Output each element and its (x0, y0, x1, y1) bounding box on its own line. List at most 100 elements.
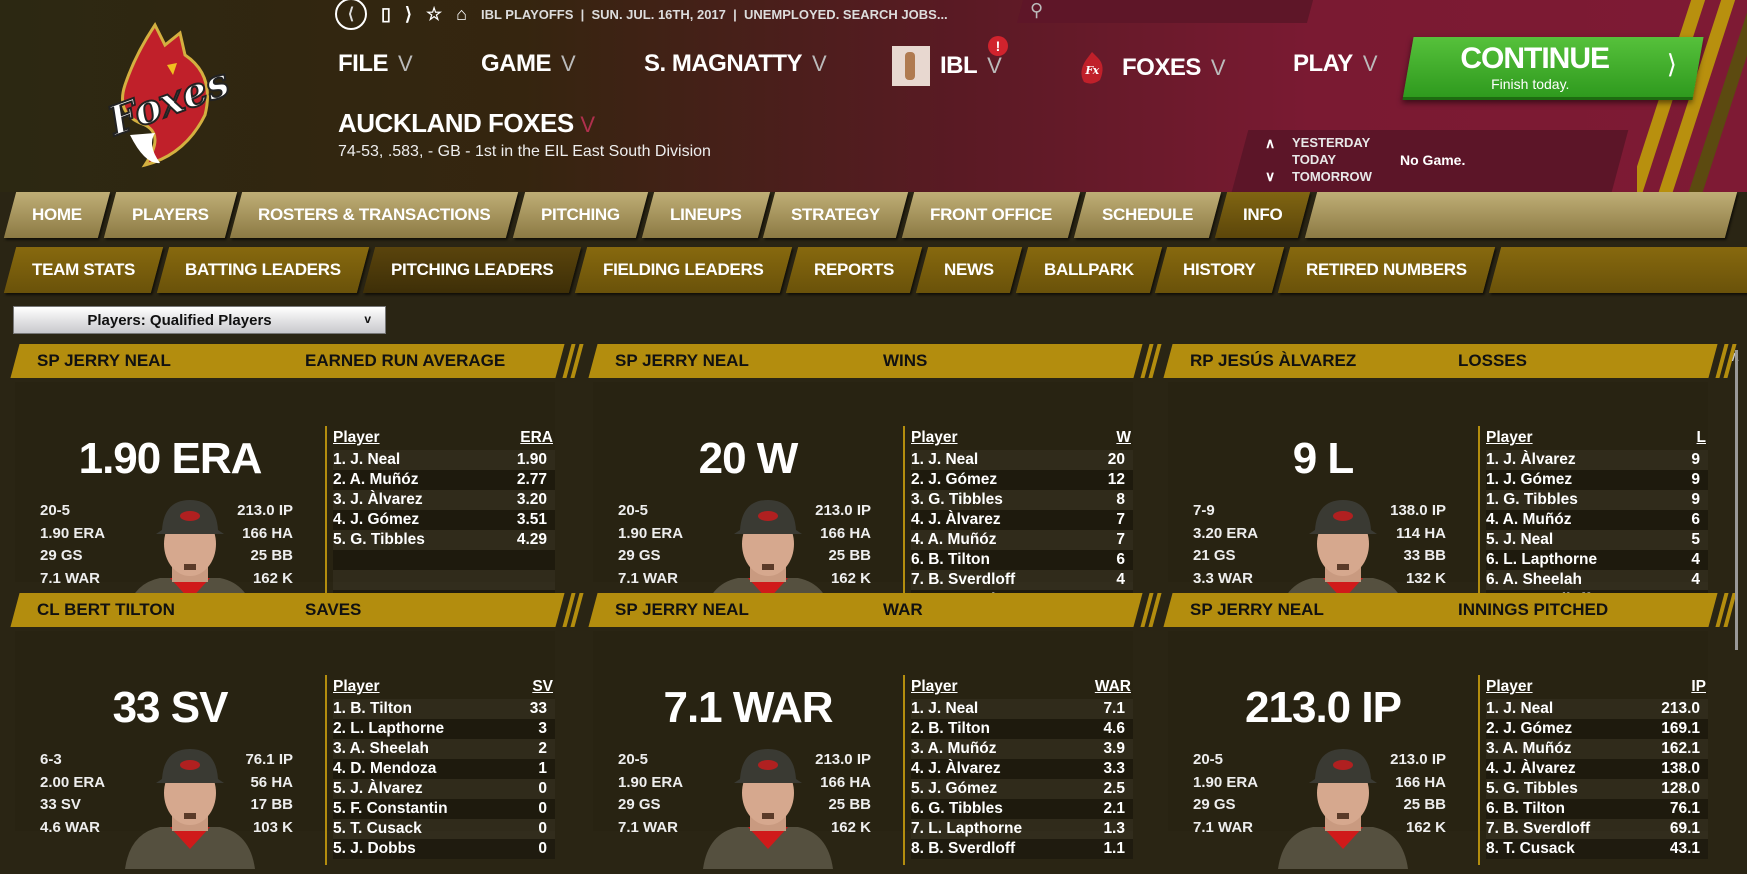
leader-name[interactable]: 1. J. Neal (911, 451, 979, 468)
list-item[interactable]: 7. L. Lapthorne 1.3 (911, 819, 1133, 839)
leader-name[interactable]: 2. J. Gómez (911, 471, 998, 488)
status-text[interactable]: IBL PLAYOFFS | SUN. JUL. 16TH, 2017 | UN… (480, 6, 948, 22)
home-icon[interactable]: ⌂ (456, 3, 467, 24)
column-header-player[interactable]: Player (333, 678, 380, 695)
leader-name[interactable]: 4. J. Àlvarez (1486, 760, 1576, 777)
leader-name[interactable]: 6. G. Tibbles (911, 800, 1003, 817)
leader-name[interactable]: 3. A. Muñóz (1486, 740, 1572, 757)
list-item[interactable]: 4. J. Àlvarez 138.0 (1486, 759, 1708, 779)
list-item[interactable]: 8. T. Cusack 43.1 (1486, 839, 1708, 859)
list-item[interactable]: 4. J. Àlvarez 7 (911, 510, 1133, 530)
leader-name[interactable]: 1. J. Neal (911, 700, 979, 717)
list-item[interactable]: 8. B. Sverdloff 1.1 (911, 839, 1133, 859)
tab-lineups[interactable]: LINEUPS (641, 192, 770, 238)
tab-news[interactable]: NEWS (915, 247, 1022, 293)
column-header-stat[interactable]: L (1696, 429, 1706, 446)
leader-name[interactable]: 1. J. Neal (1486, 700, 1554, 717)
leader-name[interactable]: 6. A. Sheelah (1486, 571, 1582, 588)
leader-name[interactable]: 4. A. Muñóz (911, 531, 997, 548)
tab-schedule[interactable]: SCHEDULE (1073, 192, 1222, 238)
leader-name[interactable]: 5. J. Àlvarez (333, 780, 423, 797)
list-item[interactable]: 6. A. Sheelah 4 (1486, 570, 1708, 590)
tab-batting-leaders[interactable]: BATTING LEADERS (156, 247, 370, 293)
search-icon[interactable]: ⚲ (1030, 0, 1044, 20)
day-yesterday[interactable]: YESTERDAY (1292, 135, 1371, 150)
list-item[interactable]: 2. B. Tilton 4.6 (911, 719, 1133, 739)
menu-file[interactable]: FILE V (338, 50, 413, 78)
column-header-stat[interactable]: IP (1691, 678, 1706, 695)
leader-name[interactable]: 1. J. Àlvarez (1486, 451, 1576, 468)
list-item[interactable]: 4. J. Gómez 3.51 (333, 510, 555, 530)
list-item[interactable]: 7. B. Sverdloff 69.1 (1486, 819, 1708, 839)
leader-name[interactable]: 7. L. Lapthorne (911, 820, 1023, 837)
tab-rosters-transactions[interactable]: ROSTERS & TRANSACTIONS (230, 192, 519, 238)
list-item[interactable]: 3. J. Àlvarez 3.20 (333, 490, 555, 510)
list-item[interactable]: 6. L. Lapthorne 4 (1486, 550, 1708, 570)
menu-game[interactable]: GAME V (481, 50, 576, 78)
scrollbar[interactable] (1735, 350, 1738, 650)
list-item[interactable]: 1. B. Tilton 33 (333, 699, 555, 719)
list-item[interactable]: 5. J. Àlvarez 0 (333, 779, 555, 799)
chevron-up-icon[interactable]: ∧ (1265, 135, 1276, 151)
panel-player-name[interactable]: SP JERRY NEAL (37, 351, 171, 370)
list-item[interactable]: 1. G. Tibbles 9 (1486, 490, 1708, 510)
leader-name[interactable]: 8. B. Sverdloff (911, 840, 1016, 857)
leader-name[interactable]: 2. J. Gómez (1486, 720, 1573, 737)
menu-play[interactable]: PLAY V (1293, 50, 1378, 78)
list-item[interactable]: 1. J. Neal 7.1 (911, 699, 1133, 719)
column-header-stat[interactable]: SV (532, 678, 553, 695)
tab-retired-numbers[interactable]: RETIRED NUMBERS (1277, 247, 1495, 293)
leader-name[interactable]: 4. J. Àlvarez (911, 511, 1001, 528)
tab-team-stats[interactable]: TEAM STATS (3, 247, 164, 293)
chevron-down-icon[interactable]: ∨ (1265, 168, 1276, 184)
leader-name[interactable]: 1. J. Neal (333, 451, 401, 468)
list-item[interactable]: 5. G. Tibbles 4.29 (333, 530, 555, 550)
column-header-stat[interactable]: W (1116, 429, 1131, 446)
leader-name[interactable]: 5. T. Cusack (333, 820, 422, 837)
leader-name[interactable]: 1. G. Tibbles (1486, 491, 1578, 508)
tab-pitching-leaders[interactable]: PITCHING LEADERS (362, 247, 582, 293)
menu-team[interactable]: Fx FOXES V (1072, 50, 1226, 86)
leader-name[interactable]: 3. J. Àlvarez (333, 491, 423, 508)
leader-name[interactable]: 6. B. Tilton (911, 551, 990, 568)
leader-name[interactable]: 3. G. Tibbles (911, 491, 1003, 508)
list-item[interactable]: 5. T. Cusack 0 (333, 819, 555, 839)
tab-reports[interactable]: REPORTS (785, 247, 922, 293)
column-header-player[interactable]: Player (911, 678, 958, 695)
leader-name[interactable]: 2. A. Muñóz (333, 471, 419, 488)
leader-name[interactable]: 5. J. Gómez (911, 780, 998, 797)
list-item[interactable]: 2. L. Lapthorne 3 (333, 719, 555, 739)
continue-button[interactable]: CONTINUE Finish today. ⟩ (1402, 37, 1704, 100)
team-name-dropdown[interactable]: AUCKLAND FOXES V (338, 108, 595, 139)
list-item[interactable]: 3. A. Muñóz 3.9 (911, 739, 1133, 759)
star-icon[interactable]: ☆ (425, 3, 443, 24)
list-item[interactable]: 4. A. Muñóz 6 (1486, 510, 1708, 530)
back-forward-icon[interactable]: ⟨ (335, 0, 367, 30)
tab-strategy[interactable]: STRATEGY (763, 192, 909, 238)
leader-name[interactable]: 7. B. Sverdloff (911, 571, 1016, 588)
list-item[interactable]: 4. A. Muñóz 7 (911, 530, 1133, 550)
leader-name[interactable]: 3. A. Sheelah (333, 740, 429, 757)
column-header-player[interactable]: Player (911, 429, 958, 446)
leader-name[interactable]: 3. A. Muñóz (911, 740, 997, 757)
list-item[interactable]: 4. D. Mendoza 1 (333, 759, 555, 779)
menu-league[interactable]: IBL V (892, 46, 1002, 86)
leader-name[interactable]: 6. B. Tilton (1486, 800, 1565, 817)
leader-name[interactable]: 5. J. Dobbs (333, 840, 416, 857)
list-item[interactable]: 1. J. Àlvarez 9 (1486, 450, 1708, 470)
panel-player-name[interactable]: SP JERRY NEAL (1190, 600, 1324, 619)
list-item[interactable]: 7. B. Sverdloff 4 (911, 570, 1133, 590)
list-item[interactable]: 2. J. Gómez 12 (911, 470, 1133, 490)
leader-name[interactable]: 5. F. Constantin (333, 800, 448, 817)
forward-icon[interactable]: ⟩ (404, 3, 412, 24)
leader-name[interactable]: 4. A. Muñóz (1486, 511, 1572, 528)
list-item[interactable]: 3. A. Sheelah 2 (333, 739, 555, 759)
foxes-logo[interactable]: Foxes (85, 15, 255, 170)
leader-name[interactable]: 2. B. Tilton (911, 720, 990, 737)
day-tomorrow[interactable]: TOMORROW (1292, 169, 1372, 184)
leader-name[interactable]: 6. L. Lapthorne (1486, 551, 1598, 568)
menu-manager[interactable]: S. MAGNATTY V (644, 50, 827, 78)
column-header-player[interactable]: Player (333, 429, 380, 446)
leader-name[interactable]: 5. G. Tibbles (333, 531, 425, 548)
list-item[interactable]: 5. G. Tibbles 128.0 (1486, 779, 1708, 799)
